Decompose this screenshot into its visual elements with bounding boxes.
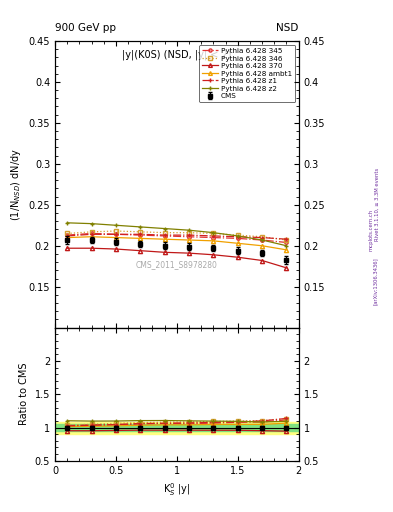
Pythia 6.428 z2	[260, 237, 264, 243]
Pythia 6.428 z2	[114, 222, 118, 228]
X-axis label: K$^{0}_{S}$ |y|: K$^{0}_{S}$ |y|	[163, 481, 191, 498]
Pythia 6.428 345	[65, 232, 70, 238]
Y-axis label: (1/N$_{NSD}$) dN/dy: (1/N$_{NSD}$) dN/dy	[9, 148, 23, 221]
Pythia 6.428 346	[187, 229, 191, 236]
Pythia 6.428 370	[211, 252, 216, 258]
Pythia 6.428 ambt1	[260, 243, 264, 249]
Pythia 6.428 370	[65, 245, 70, 251]
Pythia 6.428 346	[235, 232, 240, 238]
Pythia 6.428 z1	[284, 236, 289, 242]
Line: Pythia 6.428 345: Pythia 6.428 345	[66, 232, 288, 244]
Pythia 6.428 ambt1	[235, 240, 240, 246]
Text: mcplots.cern.ch: mcplots.cern.ch	[369, 209, 374, 251]
Text: CMS_2011_S8978280: CMS_2011_S8978280	[136, 260, 218, 269]
Pythia 6.428 346	[260, 233, 264, 240]
Line: Pythia 6.428 z2: Pythia 6.428 z2	[65, 221, 288, 248]
Pythia 6.428 ambt1	[114, 234, 118, 241]
Pythia 6.428 z2	[65, 220, 70, 226]
Pythia 6.428 z2	[187, 227, 191, 233]
Pythia 6.428 345	[138, 232, 143, 238]
Text: NSD: NSD	[276, 23, 299, 33]
Legend: Pythia 6.428 345, Pythia 6.428 346, Pythia 6.428 370, Pythia 6.428 ambt1, Pythia: Pythia 6.428 345, Pythia 6.428 346, Pyth…	[199, 45, 295, 102]
Text: Rivet 3.1.10, ≥ 3.3M events: Rivet 3.1.10, ≥ 3.3M events	[375, 168, 380, 242]
Pythia 6.428 345	[235, 236, 240, 242]
Pythia 6.428 370	[187, 250, 191, 256]
Pythia 6.428 346	[162, 229, 167, 236]
Pythia 6.428 z2	[211, 229, 216, 236]
Pythia 6.428 z2	[162, 225, 167, 231]
Pythia 6.428 346	[284, 237, 289, 243]
Text: 900 GeV pp: 900 GeV pp	[55, 23, 116, 33]
Pythia 6.428 345	[89, 230, 94, 237]
Pythia 6.428 345	[114, 231, 118, 238]
Pythia 6.428 z1	[65, 233, 70, 239]
Line: Pythia 6.428 370: Pythia 6.428 370	[65, 246, 288, 270]
Pythia 6.428 370	[260, 258, 264, 264]
Line: Pythia 6.428 346: Pythia 6.428 346	[66, 229, 288, 242]
Pythia 6.428 ambt1	[211, 238, 216, 244]
Pythia 6.428 346	[65, 230, 70, 237]
Bar	[55, 424, 299, 431]
Pythia 6.428 ambt1	[187, 237, 191, 243]
Pythia 6.428 345	[260, 237, 264, 243]
Pythia 6.428 346	[89, 229, 94, 235]
Pythia 6.428 z2	[89, 221, 94, 227]
Pythia 6.428 370	[114, 246, 118, 252]
Pythia 6.428 z2	[284, 243, 289, 249]
Pythia 6.428 z2	[138, 224, 143, 230]
Text: [arXiv:1306.3436]: [arXiv:1306.3436]	[373, 258, 378, 306]
Pythia 6.428 345	[187, 233, 191, 240]
Pythia 6.428 ambt1	[284, 247, 289, 253]
Line: Pythia 6.428 z1: Pythia 6.428 z1	[65, 232, 288, 241]
Pythia 6.428 370	[138, 248, 143, 254]
Pythia 6.428 346	[211, 230, 216, 237]
Text: |y|(K0S) (NSD, |y| < 2): |y|(K0S) (NSD, |y| < 2)	[122, 50, 231, 60]
Pythia 6.428 370	[89, 245, 94, 251]
Pythia 6.428 z1	[235, 233, 240, 240]
Pythia 6.428 346	[114, 228, 118, 234]
Pythia 6.428 345	[211, 234, 216, 241]
Pythia 6.428 z1	[114, 231, 118, 238]
Pythia 6.428 z1	[89, 231, 94, 238]
Pythia 6.428 z2	[235, 233, 240, 239]
Bar	[55, 421, 299, 434]
Pythia 6.428 ambt1	[162, 236, 167, 242]
Pythia 6.428 370	[235, 254, 240, 260]
Pythia 6.428 ambt1	[89, 233, 94, 240]
Pythia 6.428 z1	[162, 232, 167, 238]
Pythia 6.428 ambt1	[138, 236, 143, 242]
Pythia 6.428 345	[284, 240, 289, 246]
Pythia 6.428 z1	[138, 231, 143, 238]
Pythia 6.428 346	[138, 229, 143, 235]
Pythia 6.428 z1	[187, 232, 191, 238]
Pythia 6.428 345	[162, 233, 167, 239]
Pythia 6.428 z1	[260, 234, 264, 241]
Line: Pythia 6.428 ambt1: Pythia 6.428 ambt1	[65, 234, 288, 252]
Pythia 6.428 z1	[211, 233, 216, 239]
Pythia 6.428 370	[284, 265, 289, 271]
Y-axis label: Ratio to CMS: Ratio to CMS	[19, 363, 29, 425]
Pythia 6.428 ambt1	[65, 234, 70, 241]
Pythia 6.428 370	[162, 249, 167, 255]
